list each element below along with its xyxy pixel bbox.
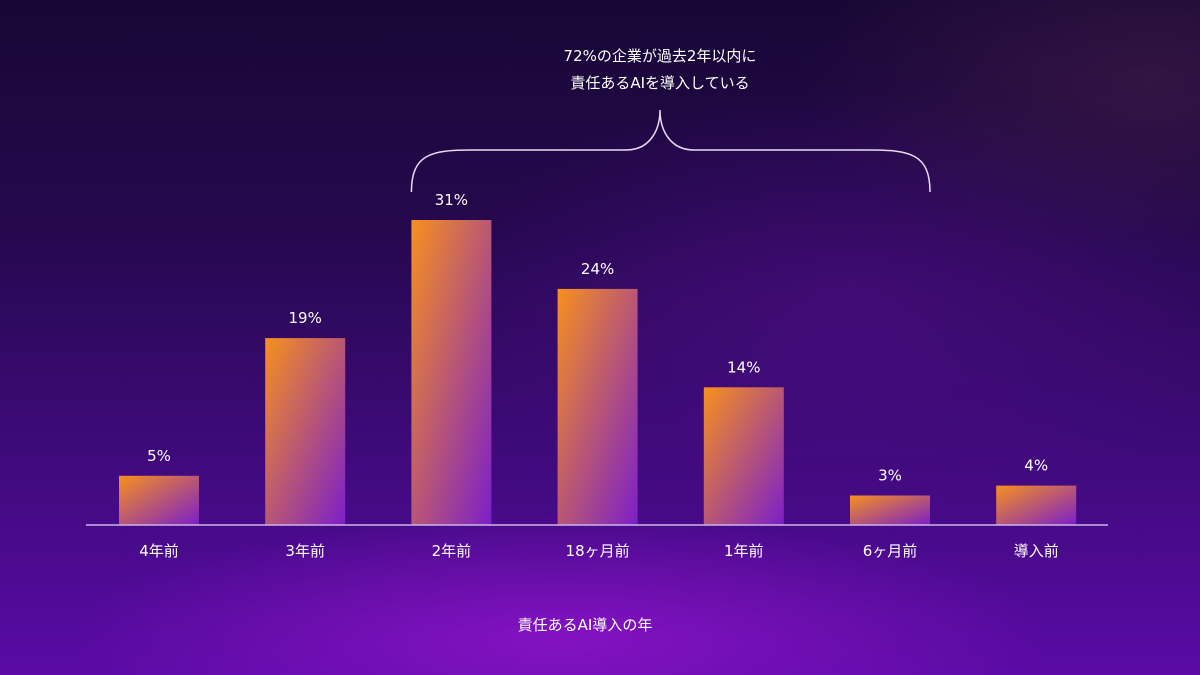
bar-1 bbox=[265, 338, 346, 525]
value-label-5: 3% bbox=[878, 467, 902, 485]
bar-5 bbox=[850, 495, 930, 525]
bar-6 bbox=[996, 485, 1077, 525]
value-label-0: 5% bbox=[147, 447, 171, 465]
value-label-6: 4% bbox=[1024, 457, 1048, 475]
bar-4 bbox=[703, 387, 784, 525]
value-labels-group: 5% 19% 31% 24% 14% 3% 4% bbox=[147, 191, 1048, 485]
category-label-3: 18ヶ月前 bbox=[566, 542, 630, 560]
annotation-line-2: 責任あるAIを導入している bbox=[570, 74, 749, 92]
value-label-4: 14% bbox=[727, 358, 760, 376]
bar-3 bbox=[557, 288, 638, 525]
annotation-line-1: 72%の企業が過去2年以内に bbox=[564, 47, 757, 65]
category-labels-group: 4年前 3年前 2年前 18ヶ月前 1年前 6ヶ月前 導入前 bbox=[139, 542, 1058, 560]
annotation-brace bbox=[410, 109, 931, 193]
bar-0 bbox=[119, 475, 199, 525]
bar-2 bbox=[411, 220, 492, 525]
value-label-3: 24% bbox=[581, 260, 614, 278]
x-axis-title: 責任あるAI導入の年 bbox=[518, 616, 653, 634]
category-label-0: 4年前 bbox=[139, 542, 179, 560]
bars-group bbox=[119, 220, 1077, 525]
category-label-4: 1年前 bbox=[724, 542, 764, 560]
value-label-2: 31% bbox=[435, 191, 468, 209]
category-label-2: 2年前 bbox=[432, 542, 472, 560]
value-label-1: 19% bbox=[289, 309, 322, 327]
category-label-5: 6ヶ月前 bbox=[863, 542, 918, 560]
category-label-1: 3年前 bbox=[285, 542, 325, 560]
category-label-6: 導入前 bbox=[1014, 542, 1059, 560]
